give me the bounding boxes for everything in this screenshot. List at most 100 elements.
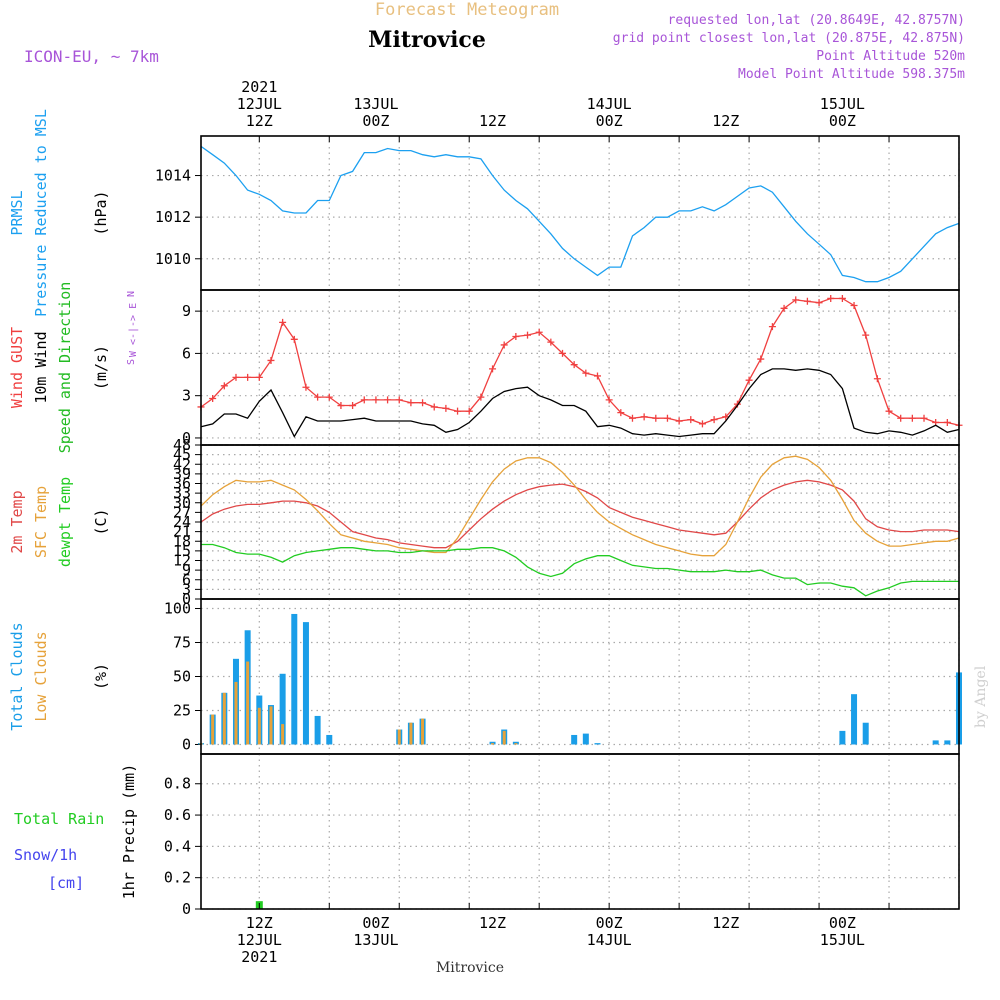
gust-marker <box>687 416 695 424</box>
gust-marker <box>873 375 881 383</box>
gust-marker <box>430 403 438 411</box>
total-cloud-bar <box>932 740 939 745</box>
series-line-dewpt <box>201 543 959 597</box>
low-cloud-bar <box>246 661 250 745</box>
bottom-time-label: 12JUL <box>237 931 282 949</box>
gust-marker <box>768 323 776 331</box>
series-line-PRMSL <box>200 145 960 283</box>
top-time-label: 00Z <box>596 112 623 130</box>
panel-label: dewpt Temp <box>56 477 74 567</box>
gust-marker <box>908 414 916 422</box>
top-time-label: 00Z <box>829 112 856 130</box>
total-cloud-bar <box>291 613 298 745</box>
low-cloud-bar <box>222 692 226 745</box>
gust-marker <box>943 418 951 426</box>
gust-marker <box>862 331 870 339</box>
panel-frame <box>200 753 960 910</box>
y-tick-label: 0.6 <box>164 806 191 824</box>
y-tick-label: 9 <box>182 561 191 579</box>
y-tick-label: 6 <box>182 571 191 589</box>
gust-marker <box>372 396 380 404</box>
gust-marker <box>897 414 905 422</box>
gust-marker <box>710 416 718 424</box>
total-cloud-bar <box>279 673 286 745</box>
y-tick-label: 0 <box>182 735 191 753</box>
gust-marker <box>419 399 427 407</box>
gust-marker <box>605 396 613 404</box>
panel-frame <box>200 135 960 291</box>
precip-legend-label: Total Rain <box>14 810 104 828</box>
y-tick-label: 0 <box>182 590 191 608</box>
gust-marker <box>337 402 345 410</box>
precip-legend-label: Snow/1h <box>14 846 77 864</box>
y-tick-label: 24 <box>173 513 191 531</box>
gust-marker <box>255 373 263 381</box>
gust-marker <box>815 299 823 307</box>
product-title: Forecast Meteogram <box>375 0 559 20</box>
model-label: ICON-EU, ~ 7km <box>24 47 159 66</box>
y-tick-label: 25 <box>173 701 191 719</box>
y-tick-label: 45 <box>173 446 191 464</box>
y-tick-label: 33 <box>173 484 191 502</box>
top-time-label: 00Z <box>362 112 389 130</box>
gust-marker <box>803 297 811 305</box>
y-tick-label: 27 <box>173 503 191 521</box>
y-tick-label: 6 <box>182 344 191 362</box>
low-cloud-bar <box>502 730 506 745</box>
top-time-label: 12Z <box>712 112 739 130</box>
panel-label: PRMSL <box>8 190 26 235</box>
compass-ew: W <-|-> E <box>128 303 139 357</box>
y-tick-label: 3 <box>182 580 191 598</box>
total-cloud-bar <box>582 733 589 745</box>
gust-marker <box>349 402 357 410</box>
gust-marker <box>885 407 893 415</box>
gust-marker <box>325 393 333 401</box>
total-cloud-bar <box>314 715 321 745</box>
y-tick-label: 39 <box>173 465 191 483</box>
y-tick-label: 3 <box>182 387 191 405</box>
requested-coords: requested lon,lat (20.8649E, 42.8757N) <box>668 13 965 28</box>
gust-marker <box>209 395 217 402</box>
panel-label: Speed and Direction <box>56 282 74 454</box>
panel-units: (hPa) <box>92 190 110 235</box>
total-cloud-bar <box>944 740 951 745</box>
top-time-label: 13JUL <box>353 95 398 113</box>
total-cloud-bar <box>302 622 309 745</box>
gust-marker <box>290 335 298 343</box>
low-cloud-bar <box>257 707 261 745</box>
gust-marker <box>675 417 683 425</box>
y-tick-label: 1010 <box>155 250 191 268</box>
y-tick-label: 100 <box>164 600 191 618</box>
top-time-label: 2021 <box>241 78 277 96</box>
y-tick-label: 0.4 <box>164 837 191 855</box>
bottom-time-label: 15JUL <box>820 931 865 949</box>
panel-label: 10m Wind <box>32 331 50 403</box>
gust-marker <box>920 414 928 422</box>
gust-marker <box>570 361 578 369</box>
top-time-label: 12JUL <box>237 95 282 113</box>
gust-marker <box>489 365 497 373</box>
bottom-time-label: 14JUL <box>587 931 632 949</box>
compass-s: S <box>126 359 137 365</box>
gust-marker <box>267 356 275 364</box>
panel-units: (%) <box>92 663 110 690</box>
low-cloud-bar <box>421 718 425 745</box>
bottom-time-label: 13JUL <box>353 931 398 949</box>
low-cloud-bar <box>491 743 495 745</box>
bottom-time-label: 12Z <box>479 914 506 932</box>
panel-label: Wind GUST <box>8 327 26 408</box>
panel-label: 2m Temp <box>8 490 26 553</box>
series-line-wind10m <box>200 368 960 438</box>
panel-label: Low Clouds <box>32 631 50 721</box>
gust-marker <box>500 341 508 349</box>
model-altitude: Model Point Altitude 598.375m <box>738 67 965 82</box>
y-tick-label: 1012 <box>155 208 191 226</box>
grid-point-coords: grid point closest lon,lat (20.875E, 42.… <box>613 31 965 46</box>
gust-marker <box>652 414 660 422</box>
gust-marker <box>838 294 846 302</box>
y-tick-label: 15 <box>173 542 191 560</box>
bottom-time-label: 00Z <box>596 914 623 932</box>
gust-marker <box>628 414 636 422</box>
gust-marker <box>559 349 567 357</box>
